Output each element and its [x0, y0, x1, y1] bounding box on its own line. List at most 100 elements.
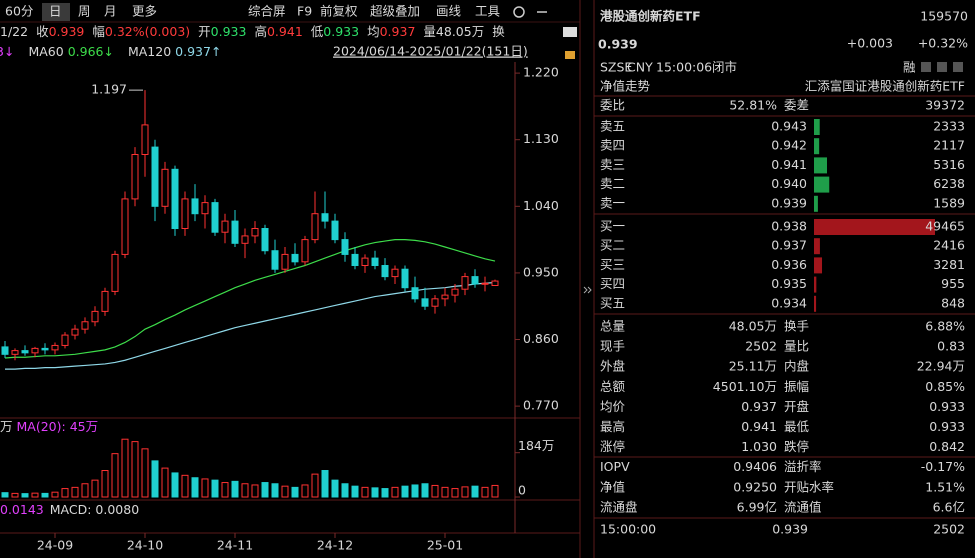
volume-bar [251, 484, 259, 498]
stat-value: 22.94万 [917, 359, 965, 374]
volume-bar [141, 448, 149, 498]
book-price: 0.942 [771, 138, 807, 153]
y-tick-label: 1.220 [523, 65, 559, 80]
stat-label: 量比 [784, 339, 809, 354]
tool-icon[interactable] [921, 62, 931, 72]
candle-body [461, 276, 469, 290]
ma-legend-name: MA120 [128, 44, 171, 59]
candle-body [391, 268, 399, 278]
book-bar [814, 295, 817, 312]
book-bar [814, 219, 935, 235]
volume-bar [31, 492, 39, 498]
stat-value: 1.030 [741, 439, 777, 454]
book-price: 0.940 [771, 176, 807, 191]
collapse-arrow[interactable] [583, 286, 592, 294]
volume-bar [21, 493, 29, 498]
x-tick-label: 24-09 [37, 538, 73, 553]
ma-legend: 3↓ MA60 0.966↓ MA120 0.937↑ [0, 44, 221, 59]
candle-body [41, 347, 49, 351]
book-price: 0.943 [771, 119, 807, 134]
volume-unit: 万 [0, 419, 13, 434]
wp-icon[interactable] [563, 27, 577, 37]
period-tab[interactable]: 周 [78, 4, 91, 19]
book-price: 0.935 [771, 276, 807, 291]
stat-value: 0.842 [929, 439, 965, 454]
tool-icon[interactable] [953, 62, 963, 72]
nav-link[interactable]: 净值走势 [600, 79, 651, 94]
stat-value: 25.11万 [729, 359, 777, 374]
stat-value: 0.85% [925, 379, 965, 394]
volume-bar [341, 483, 349, 498]
stat-label: 流通盘 [600, 499, 638, 514]
candle-body [351, 253, 359, 267]
tool-button[interactable]: 画线 [436, 4, 462, 19]
stat-value: 0.933 [929, 399, 965, 414]
settings-icon[interactable] [513, 6, 525, 18]
volume-bar [241, 483, 249, 498]
candle-body [211, 202, 219, 233]
stat-value: 0.9406 [733, 459, 777, 474]
book-label: 卖二 [600, 176, 625, 191]
ratio-label: 委比 [600, 98, 625, 113]
book-volume: 6238 [933, 176, 965, 191]
tool-button[interactable]: 超级叠加 [370, 4, 420, 19]
book-label: 买三 [600, 257, 625, 272]
candle-body [271, 250, 279, 270]
info-label: 换 [492, 24, 505, 39]
info-value: 0.933 [211, 24, 247, 39]
candle-body [471, 276, 479, 285]
volume-bar [441, 486, 449, 498]
period-tab[interactable]: 60分 [5, 4, 33, 19]
volume-bar [391, 486, 399, 498]
candle-body [291, 253, 299, 263]
stat-label: 总量 [600, 319, 625, 334]
tool-button[interactable]: F9 [297, 4, 312, 19]
period-tab[interactable]: 日 [49, 4, 62, 19]
book-label: 卖四 [600, 138, 625, 153]
selected-period-bg [42, 3, 70, 21]
candle-body [1, 346, 9, 355]
volume-bar [111, 453, 119, 498]
volume-bar [181, 474, 189, 498]
volume-bar [311, 473, 319, 498]
info-value: 0.32%(0.003) [105, 24, 190, 39]
stat-value: 6.99亿 [737, 499, 777, 514]
book-label: 买五 [600, 295, 625, 310]
stat-label: 涨停 [600, 439, 625, 454]
info-label: 量 [423, 24, 436, 39]
stat-value: 2502 [745, 339, 777, 354]
x-tick-label: 24-10 [127, 538, 163, 553]
period-tab[interactable]: 月 [104, 4, 117, 19]
quote-code: 159570 [920, 9, 968, 24]
volume-bar [291, 486, 299, 498]
book-bar [814, 238, 820, 255]
y-tick-label: 1.130 [523, 131, 559, 146]
book-bar [814, 119, 820, 135]
volume-bar [261, 482, 269, 498]
tool-button[interactable]: 综合屏 [248, 4, 286, 19]
book-bar [814, 176, 830, 193]
tool-button[interactable]: 前复权 [320, 4, 358, 19]
period-tab[interactable]: 更多 [132, 4, 157, 19]
candle-body [381, 265, 389, 278]
volume-bar [271, 483, 279, 498]
candle-body [11, 350, 19, 355]
candle-body [81, 321, 89, 330]
book-label: 卖三 [600, 157, 625, 172]
volume-bar [1, 492, 9, 498]
volume-bar [101, 470, 109, 498]
trade-time: 15:00:00 [600, 522, 656, 537]
volume-bar [371, 487, 379, 498]
quote-status: CNY [627, 60, 653, 75]
candle-body [281, 253, 289, 270]
volume-bar [191, 477, 199, 498]
tool-button[interactable]: 工具 [475, 4, 501, 19]
volume-bar [401, 485, 409, 498]
tool-icon[interactable] [937, 62, 947, 72]
stat-label: 振幅 [784, 379, 809, 394]
book-volume: 848 [941, 295, 965, 310]
ma-legend-name: MA60 [28, 44, 63, 59]
lock-icon[interactable] [565, 51, 575, 59]
volume-bar [301, 484, 309, 498]
stat-label: 内盘 [784, 359, 809, 374]
